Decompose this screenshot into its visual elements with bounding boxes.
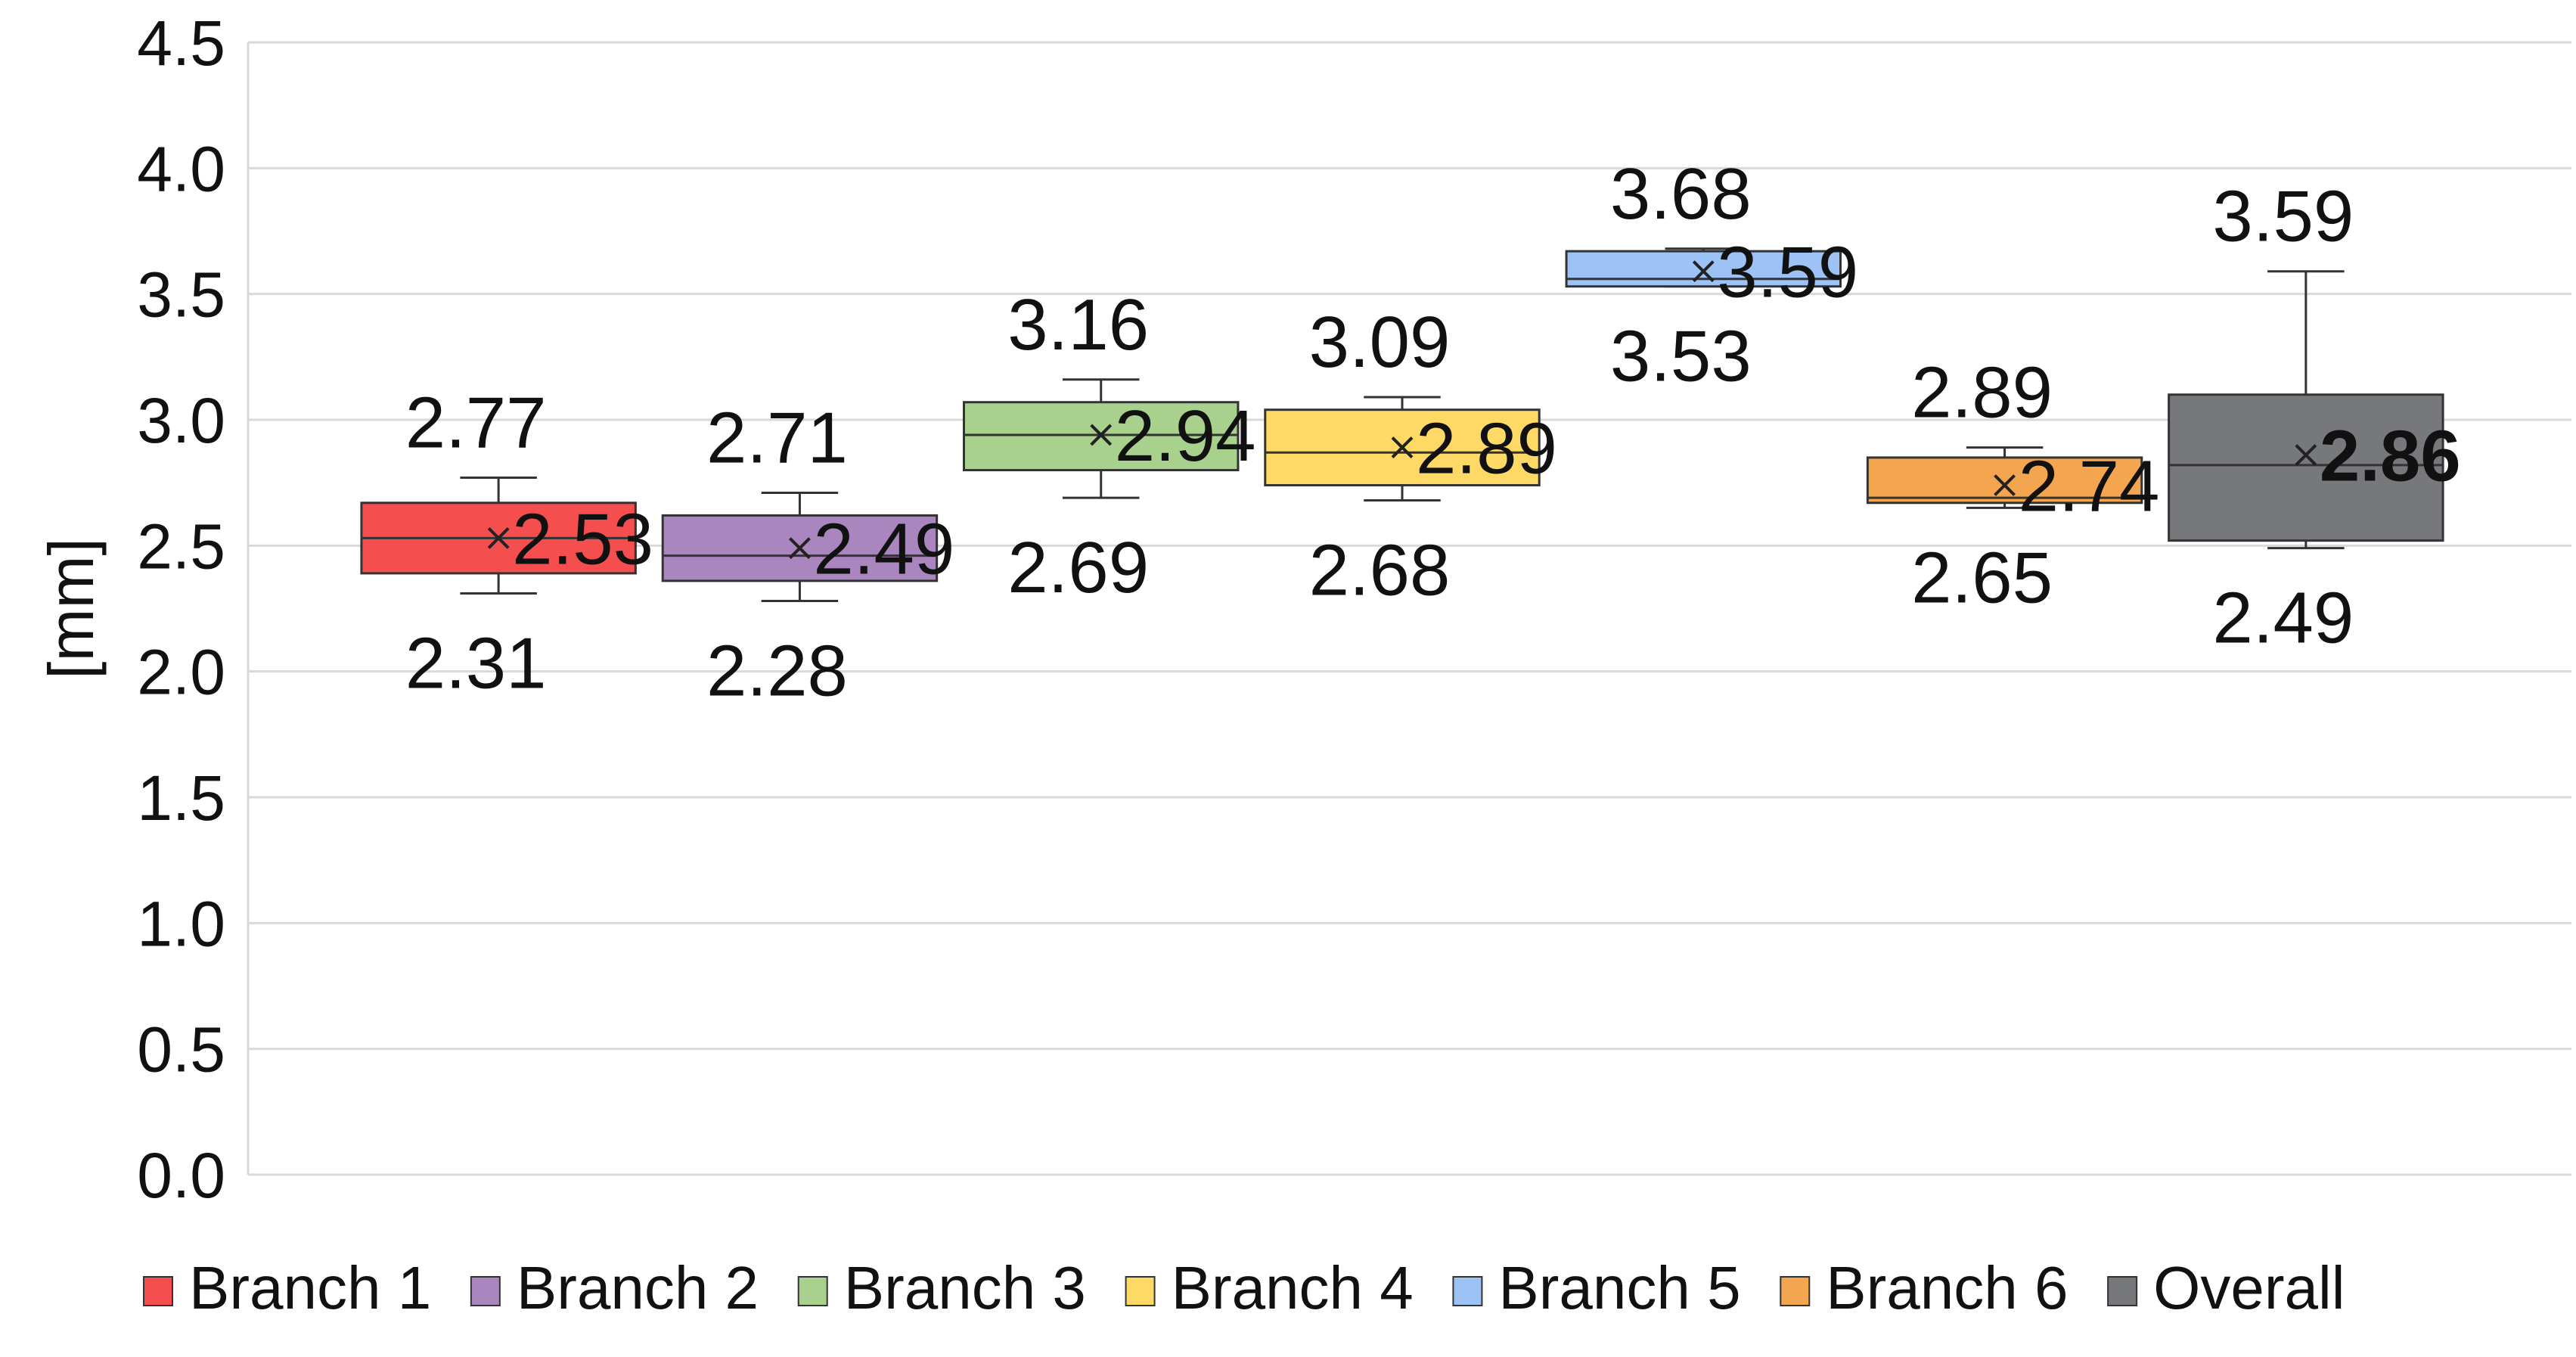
mean-marker bbox=[1994, 474, 2016, 496]
legend-label: Branch 5 bbox=[1498, 1254, 1740, 1321]
mean-marker bbox=[2295, 444, 2317, 466]
legend-item: Branch 1 bbox=[143, 1254, 431, 1321]
box-overall: 3.59 2.49 2.86 bbox=[2168, 176, 2461, 659]
legend-swatch bbox=[797, 1276, 828, 1306]
max-label: 2.71 bbox=[706, 397, 848, 478]
min-label: 2.49 bbox=[2212, 578, 2354, 659]
box-iqr bbox=[661, 514, 939, 582]
mean-label: 2.74 bbox=[2019, 446, 2160, 526]
box-iqr bbox=[2168, 393, 2444, 542]
y-tick-label: 1.5 bbox=[137, 762, 225, 834]
mean-label: 2.49 bbox=[813, 509, 954, 590]
legend-item: Overall bbox=[2107, 1254, 2345, 1321]
min-label: 3.53 bbox=[1610, 316, 1752, 397]
mean-label: 2.53 bbox=[512, 498, 653, 579]
legend-swatch bbox=[470, 1276, 501, 1306]
box-iqr bbox=[1866, 456, 2143, 505]
legend-label: Overall bbox=[2153, 1254, 2345, 1321]
y-tick-label: 3.0 bbox=[137, 385, 225, 456]
mean-marker bbox=[1391, 436, 1414, 459]
box-branch-4: 3.09 2.68 2.89 bbox=[1264, 302, 1557, 610]
y-axis: 0.0 0.5 1.0 1.5 2.0 2.5 3.0 3.5 4.0 4.5 bbox=[137, 8, 250, 1211]
legend-swatch bbox=[1780, 1276, 1811, 1306]
mean-label: 2.94 bbox=[1115, 396, 1256, 477]
box-branch-1: 2.77 2.31 2.53 bbox=[360, 383, 653, 704]
mean-marker bbox=[1692, 260, 1715, 283]
mean-label: 2.86 bbox=[2320, 416, 2461, 497]
legend-swatch bbox=[1452, 1276, 1483, 1306]
legend-label: Branch 1 bbox=[189, 1254, 431, 1321]
box-branch-2: 2.71 2.28 2.49 bbox=[661, 397, 954, 712]
y-tick-label: 4.0 bbox=[137, 133, 225, 204]
legend-label: Branch 4 bbox=[1172, 1254, 1414, 1321]
legend-item: Branch 6 bbox=[1780, 1254, 2068, 1321]
mean-marker bbox=[1090, 424, 1113, 446]
legend-item: Branch 3 bbox=[797, 1254, 1086, 1321]
max-label: 3.16 bbox=[1007, 284, 1149, 365]
legend-swatch bbox=[2107, 1276, 2138, 1306]
mean-marker bbox=[487, 526, 510, 549]
box-branch-3: 3.16 2.69 2.94 bbox=[962, 284, 1256, 608]
y-axis-label: [mm] bbox=[36, 538, 107, 679]
y-tick-label: 4.5 bbox=[137, 8, 225, 79]
legend-item: Branch 5 bbox=[1452, 1254, 1741, 1321]
y-tick-label: 1.0 bbox=[137, 888, 225, 959]
legend-swatch bbox=[1125, 1276, 1156, 1306]
max-label: 2.89 bbox=[1911, 352, 2053, 433]
mean-marker bbox=[789, 537, 811, 560]
box-iqr bbox=[1565, 250, 1842, 288]
legend-item: Branch 2 bbox=[470, 1254, 759, 1321]
legend-label: Branch 2 bbox=[517, 1254, 759, 1321]
legend-label: Branch 3 bbox=[844, 1254, 1086, 1321]
min-label: 2.28 bbox=[706, 631, 848, 712]
max-label: 3.59 bbox=[2212, 176, 2354, 257]
legend-swatch bbox=[143, 1276, 173, 1306]
max-label: 3.09 bbox=[1309, 302, 1451, 383]
mean-label: 3.59 bbox=[1717, 232, 1858, 313]
y-tick-label: 3.5 bbox=[137, 259, 225, 331]
legend: Branch 1 Branch 2 Branch 3 Branch 4 Branch 5… bbox=[143, 1254, 2345, 1321]
min-label: 2.31 bbox=[405, 623, 547, 704]
legend-item: Branch 4 bbox=[1125, 1254, 1414, 1321]
box-branch-6: 2.89 2.65 2.74 bbox=[1866, 352, 2160, 618]
y-tick-label: 2.5 bbox=[137, 511, 225, 582]
box-series: 2.772.312.532.712.282.493.162.692.943.09… bbox=[360, 154, 2461, 712]
box-branch-5: 3.68 3.533.59 bbox=[1565, 154, 1858, 397]
legend-label: Branch 6 bbox=[1826, 1254, 2068, 1321]
min-label: 2.69 bbox=[1007, 527, 1149, 608]
min-label: 2.65 bbox=[1911, 537, 2053, 618]
min-label: 2.68 bbox=[1309, 529, 1451, 610]
max-label: 2.77 bbox=[405, 383, 547, 464]
y-tick-label: 0.5 bbox=[137, 1014, 225, 1085]
mean-label: 2.89 bbox=[1416, 408, 1557, 489]
y-tick-label: 0.0 bbox=[137, 1140, 225, 1211]
y-tick-label: 2.0 bbox=[137, 637, 225, 708]
max-label: 3.68 bbox=[1610, 154, 1752, 234]
